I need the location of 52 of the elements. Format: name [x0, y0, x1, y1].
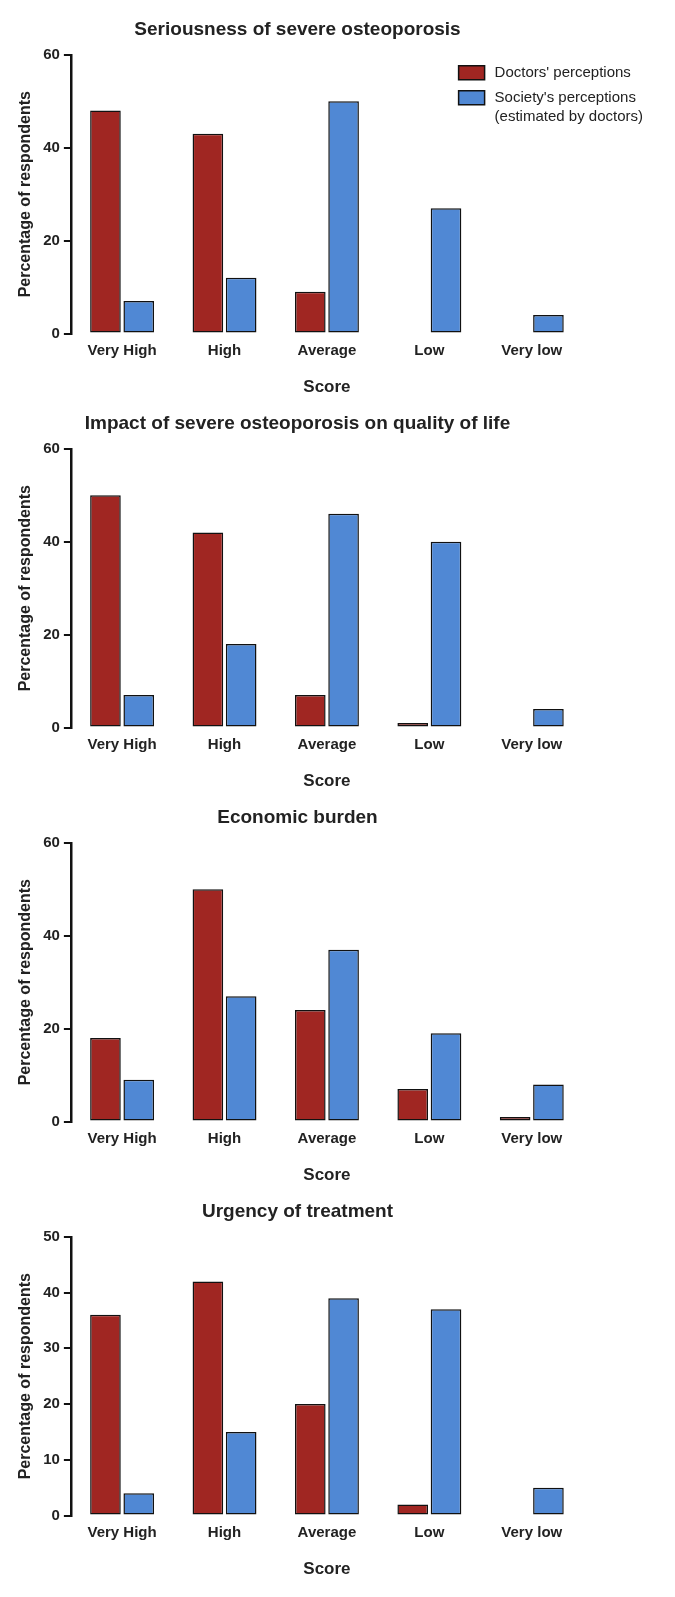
y-tick-label: 20: [43, 1018, 60, 1036]
chart-title: Economic burden: [217, 805, 378, 827]
x-tick-label: Low: [414, 734, 445, 752]
y-tick-label: 40: [43, 1282, 60, 1300]
y-tick-label: 20: [43, 230, 60, 248]
y-tick-label: 10: [43, 1449, 60, 1467]
y-tick-label: 50: [43, 1226, 60, 1244]
x-tick-label: Average: [297, 340, 357, 358]
y-tick-label: 40: [43, 925, 60, 943]
x-tick-label: High: [207, 1522, 242, 1540]
x-tick-label: Very low: [501, 1522, 563, 1540]
x-tick-label: High: [207, 1128, 242, 1146]
y-tick-label: 60: [43, 832, 60, 850]
x-tick-label: Average: [297, 734, 357, 752]
x-axis-title: Score: [303, 1559, 351, 1579]
x-axis-title: Score: [303, 377, 351, 397]
legend-label: Society's perceptions (estimated by doctors): [494, 87, 643, 124]
x-tick-label: Very low: [501, 734, 563, 752]
y-tick-label: 40: [43, 531, 60, 549]
x-tick-label: Average: [297, 1128, 357, 1146]
y-tick-label: 0: [51, 1111, 60, 1129]
y-tick-label: 40: [43, 137, 60, 155]
x-tick-label: Very low: [501, 340, 563, 358]
x-tick-label: Very High: [87, 340, 157, 358]
x-tick-label: Very High: [87, 734, 157, 752]
x-axis-title: Score: [303, 771, 351, 791]
y-axis-title: Percentage of respondents: [16, 90, 34, 298]
x-tick-label: Very High: [87, 1522, 157, 1540]
y-tick-label: 0: [51, 717, 60, 735]
x-tick-label: Average: [297, 1522, 357, 1540]
y-tick-label: 60: [43, 44, 60, 62]
x-tick-label: Low: [414, 1522, 445, 1540]
legend-label: Doctors' perceptions: [494, 62, 631, 80]
y-tick-label: 20: [43, 624, 60, 642]
y-tick-label: 20: [43, 1394, 60, 1412]
x-tick-label: Low: [414, 1128, 445, 1146]
chart-title: Impact of severe osteoporosis on quality of life: [84, 411, 511, 433]
x-axis-title: Score: [303, 1165, 351, 1185]
y-tick-label: 30: [43, 1338, 60, 1356]
y-tick-label: 0: [51, 1505, 60, 1523]
x-tick-label: Very High: [87, 1128, 157, 1146]
chart-title: Urgency of treatment: [201, 1199, 394, 1221]
y-axis-title: Percentage of respondents: [16, 1272, 34, 1480]
chart-title: Seriousness of severe osteoporosis: [134, 17, 461, 39]
x-tick-label: High: [207, 340, 242, 358]
x-tick-label: Very low: [501, 1128, 563, 1146]
y-tick-label: 60: [43, 438, 60, 456]
y-axis-title: Percentage of respondents: [16, 484, 34, 692]
y-axis-title: Percentage of respondents: [16, 878, 34, 1086]
y-tick-label: 0: [51, 323, 60, 341]
x-tick-label: High: [207, 734, 242, 752]
x-tick-label: Low: [414, 340, 445, 358]
